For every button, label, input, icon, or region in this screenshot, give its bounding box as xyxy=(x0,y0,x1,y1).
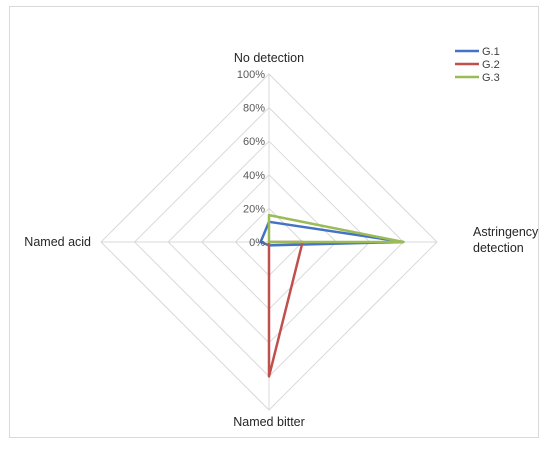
tick-label: 100% xyxy=(237,69,265,81)
category-labels: No detection Astringency detection Named bi… xyxy=(24,51,539,429)
tick-label: 20% xyxy=(243,203,265,215)
category-label: Named acid xyxy=(24,235,91,249)
category-label: Astringency xyxy=(473,225,539,239)
chart-frame xyxy=(9,6,539,438)
legend-label: G.2 xyxy=(482,59,500,71)
radar-series xyxy=(259,213,405,378)
category-label: No detection xyxy=(234,51,304,65)
category-label: Named bitter xyxy=(233,415,305,429)
series-line-g-3 xyxy=(267,213,405,244)
category-label: detection xyxy=(473,241,524,255)
tick-label: 60% xyxy=(243,136,265,148)
tick-label: 0% xyxy=(249,237,265,249)
series-line-g-2 xyxy=(267,240,304,378)
legend: G.1G.2G.3 xyxy=(455,46,500,84)
tick-label: 40% xyxy=(243,170,265,182)
legend-label: G.1 xyxy=(482,46,500,58)
tick-label: 80% xyxy=(243,103,265,115)
legend-label: G.3 xyxy=(482,72,500,84)
radial-tick-labels: 0% 20% 40% 60% 80% 100% xyxy=(237,69,265,249)
